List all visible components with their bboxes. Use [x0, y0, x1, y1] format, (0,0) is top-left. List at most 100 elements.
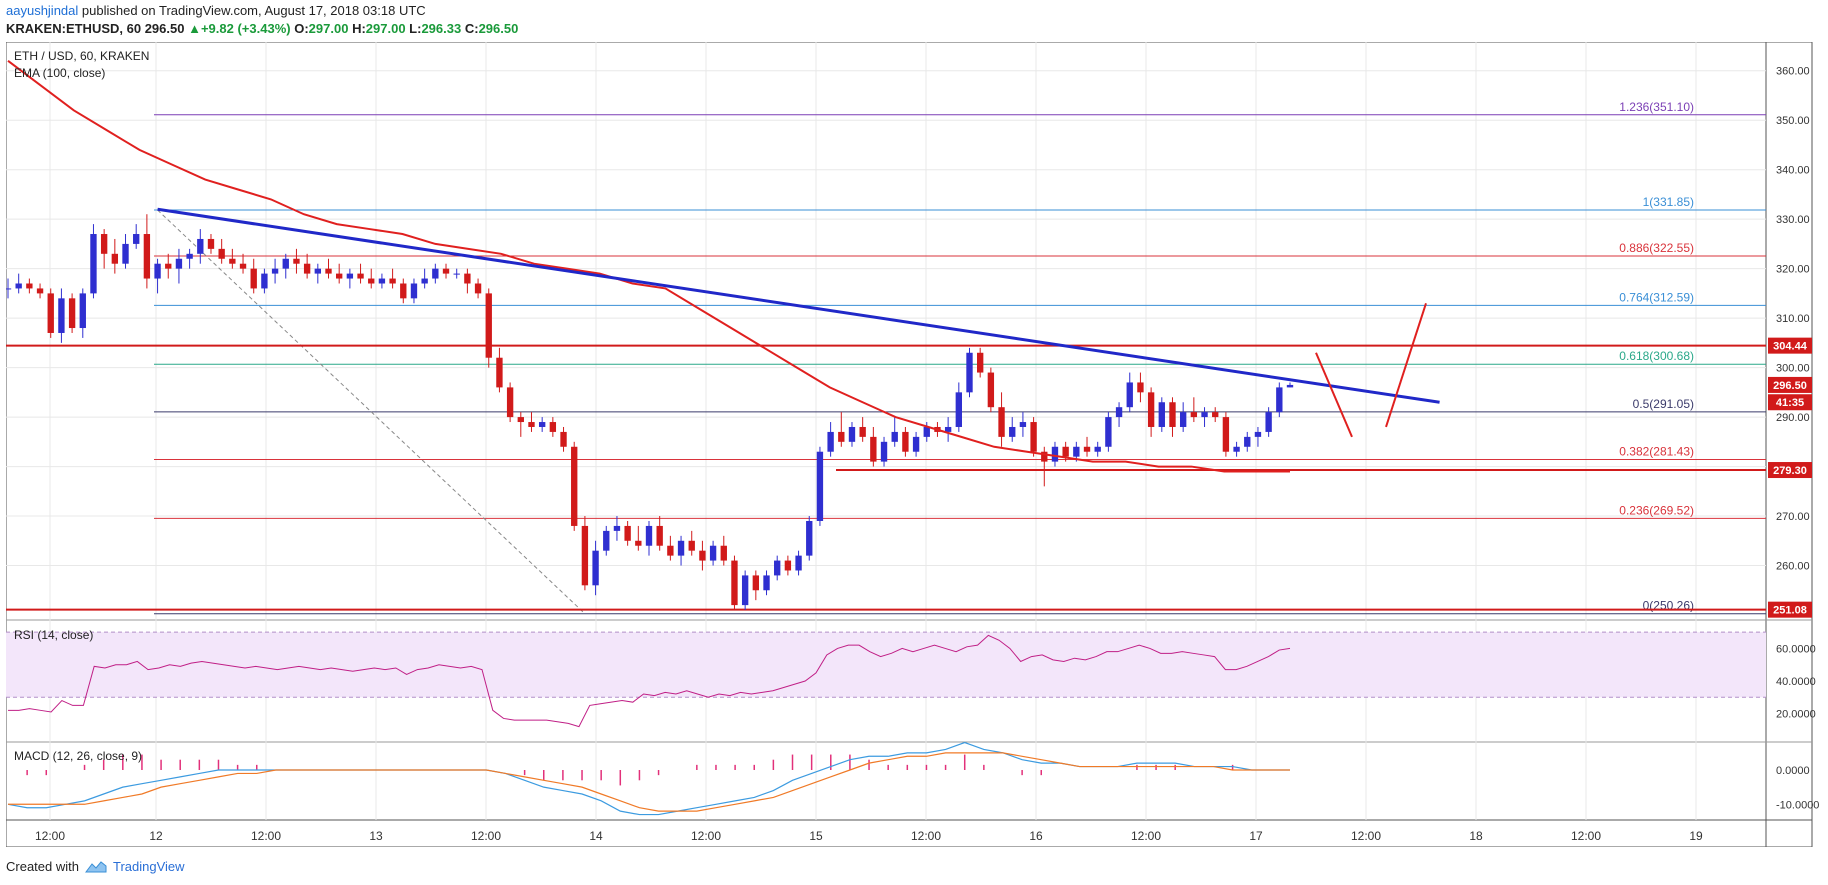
price-tick-label: 330.00 — [1776, 214, 1810, 226]
price-tag-bg — [1768, 376, 1812, 393]
candle — [1233, 441, 1240, 457]
candle — [303, 253, 311, 279]
candle-body — [378, 278, 386, 284]
candle — [752, 570, 760, 601]
candle — [79, 288, 86, 338]
candle — [923, 422, 930, 442]
candle — [400, 278, 407, 304]
candle — [912, 431, 920, 457]
price-tag-bg — [1768, 337, 1812, 354]
candle-body — [79, 293, 86, 329]
candle — [68, 293, 76, 333]
last-price: 296.50 — [144, 21, 185, 36]
candle — [122, 234, 129, 269]
author-link[interactable]: aayushjindal — [6, 3, 79, 18]
candle-body — [977, 352, 984, 373]
candle — [688, 530, 695, 556]
candle-body — [432, 268, 439, 279]
candle-body — [357, 273, 364, 279]
candle — [656, 516, 663, 551]
candle — [1019, 412, 1027, 437]
tradingview-brand[interactable]: TradingView — [112, 859, 185, 874]
candle — [944, 417, 952, 442]
candle — [528, 412, 535, 432]
candle — [261, 268, 268, 294]
fib-level-label: 0.382(281.43) — [1619, 444, 1694, 458]
candle-body — [496, 357, 503, 388]
low-value: 296.33 — [421, 21, 462, 36]
symbol-info: KRAKEN:ETHUSD, 60 296.50 ▲+9.82 (+3.43%)… — [6, 21, 518, 36]
candle — [827, 422, 834, 457]
candle-body — [1265, 412, 1272, 432]
candle — [1222, 412, 1230, 457]
candle-body — [731, 560, 738, 606]
candle — [442, 263, 450, 279]
candle — [1051, 441, 1059, 467]
candle-body — [143, 234, 151, 279]
time-tick-label: 12:00 — [251, 829, 281, 843]
projection-down-line — [1315, 352, 1353, 438]
candle — [870, 426, 877, 467]
candle — [1201, 407, 1208, 427]
candle-body — [966, 352, 973, 393]
candle — [731, 555, 738, 611]
price-tag: 251.08 — [1768, 601, 1812, 618]
time-tick-label: 17 — [1249, 829, 1263, 843]
candle — [592, 540, 599, 596]
candle-body — [528, 422, 535, 427]
chart-area[interactable]: 1.236(351.10) 1(331.85) 0.886(322.55) 0.764… — [6, 42, 1822, 847]
candle-body — [1051, 446, 1059, 462]
candle-body — [303, 263, 311, 274]
candle-body — [517, 417, 524, 423]
candle — [763, 570, 770, 596]
fib-level-label: 0.886(322.55) — [1619, 241, 1694, 255]
trend-line — [157, 207, 1440, 404]
candle-body — [250, 268, 257, 289]
candle-body — [1201, 412, 1208, 418]
candle-body — [1222, 417, 1230, 452]
candle-body — [314, 268, 321, 274]
candle-body — [998, 407, 1005, 437]
candle-body — [464, 273, 471, 284]
candle — [389, 268, 396, 289]
candle — [175, 248, 183, 284]
candle-body — [870, 436, 877, 462]
time-tick-label: 18 — [1469, 829, 1483, 843]
candle-body — [1041, 451, 1048, 462]
time-axis-labels: 12:00 12 12:00 13 12:00 14 12:00 15 12:00 16 12:00… — [35, 829, 1703, 843]
candle — [1126, 372, 1133, 413]
candle — [336, 263, 343, 284]
time-tick-label: 12:00 — [471, 829, 501, 843]
candle — [186, 248, 193, 269]
candle — [368, 268, 375, 289]
candle-body — [111, 253, 119, 264]
candle-body — [763, 575, 770, 591]
projection-up-line — [1385, 302, 1427, 428]
price-change: +9.82 (+3.43%) — [200, 21, 291, 36]
candle-body — [838, 431, 845, 442]
candle — [229, 248, 236, 269]
candlestick-series — [6, 214, 1294, 611]
candle — [410, 278, 418, 304]
candle — [1190, 397, 1198, 423]
candle-body — [58, 298, 65, 333]
candle — [1115, 402, 1123, 427]
low-label: L: — [409, 21, 422, 36]
candle — [571, 441, 578, 531]
signal-line — [8, 752, 1290, 812]
price-tick-label: 310.00 — [1776, 313, 1810, 325]
candle — [271, 258, 279, 284]
rsi-tick-label: 40.0000 — [1776, 676, 1816, 688]
price-tag: 41:35 — [1768, 394, 1812, 411]
candle-body — [1169, 402, 1176, 427]
candle-body — [720, 545, 727, 561]
candle-body — [1286, 384, 1294, 388]
candle-body — [1126, 382, 1133, 408]
candle-body — [346, 273, 354, 279]
candle-body — [827, 431, 834, 452]
candle-body — [15, 283, 22, 289]
candle — [250, 258, 257, 294]
ema-100-line — [7, 60, 1290, 473]
candle — [720, 535, 727, 566]
candle — [474, 278, 482, 299]
